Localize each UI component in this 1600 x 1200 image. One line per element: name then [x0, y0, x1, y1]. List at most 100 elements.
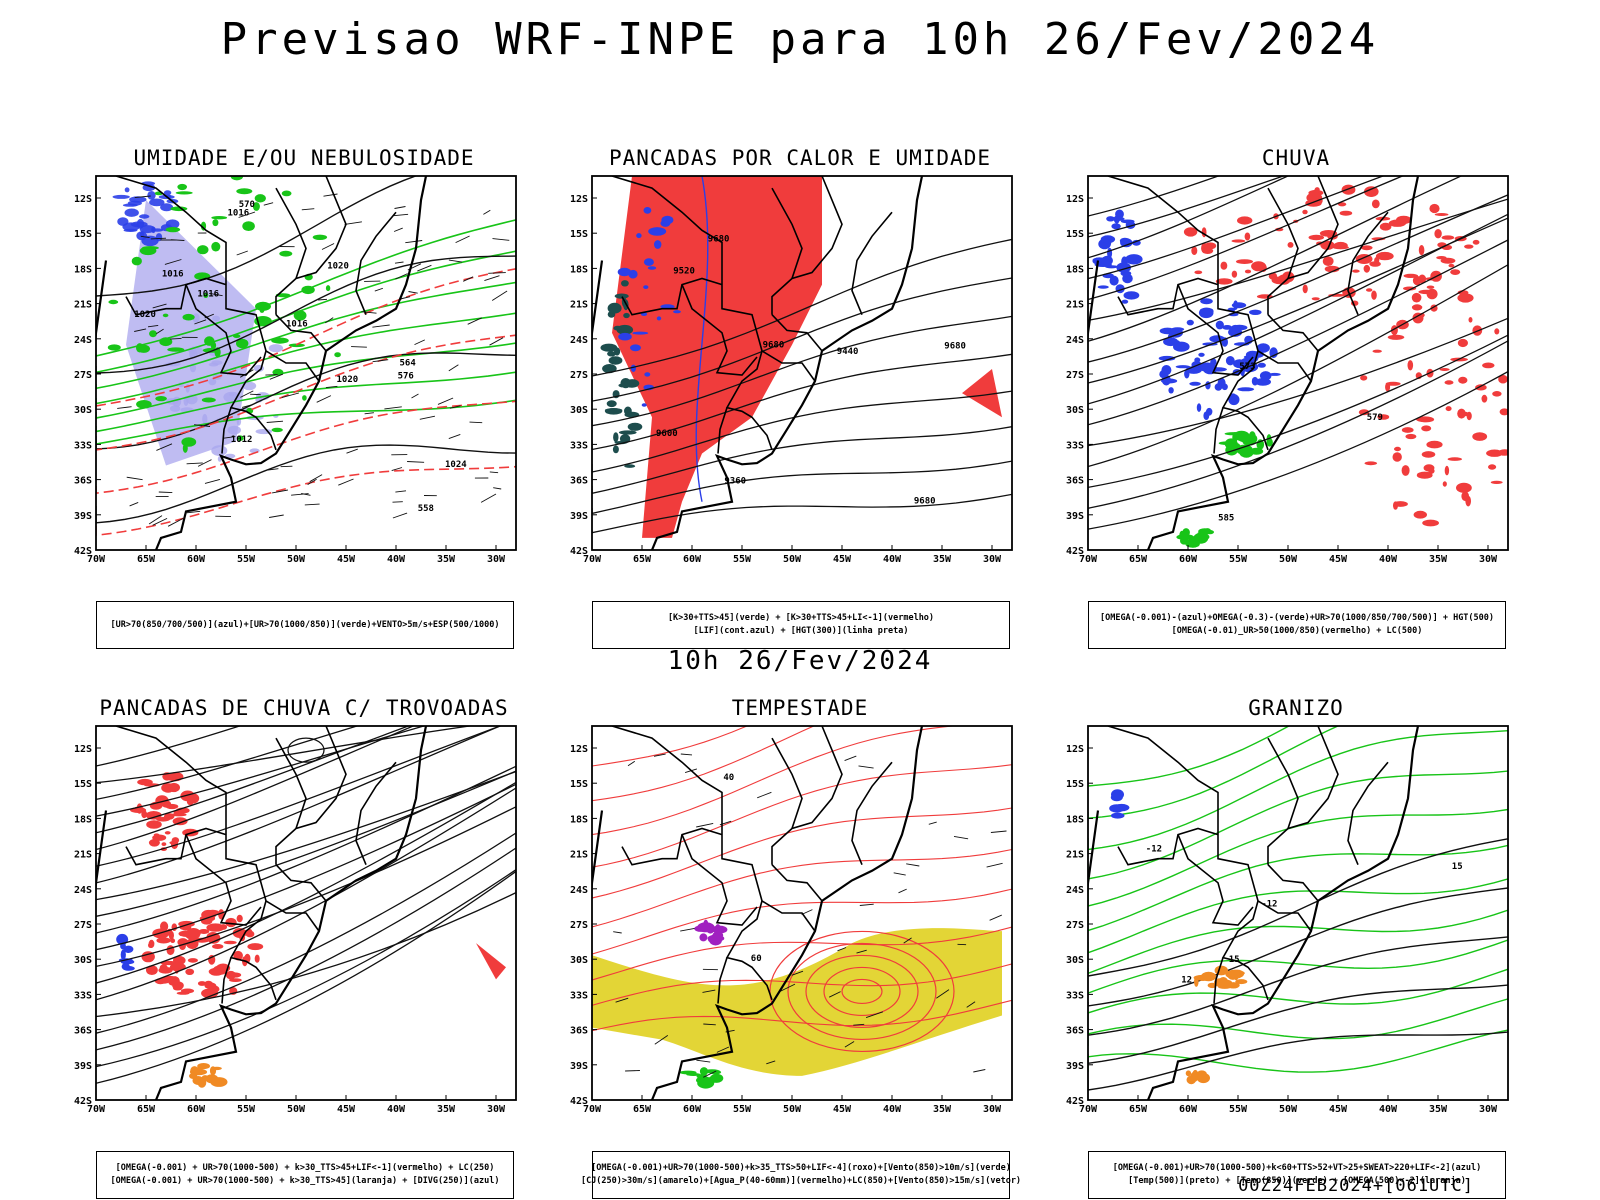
omega-area	[1251, 376, 1259, 386]
border-line	[1221, 900, 1269, 1001]
contour-label: 570	[239, 200, 255, 210]
lon-label: 65W	[633, 554, 652, 565]
omega-area	[1119, 237, 1130, 244]
humidity-blob	[212, 315, 221, 322]
green-cell	[159, 337, 173, 347]
main-title: Previsao WRF-INPE para 10h 26/Fev/2024	[220, 14, 1380, 65]
lon-label: 35W	[1429, 554, 1448, 565]
wind-vector	[204, 478, 221, 484]
lat-label: 30S	[570, 955, 588, 966]
humidity-blob	[189, 348, 195, 360]
humidity-blob	[163, 190, 172, 196]
lat-label: 33S	[570, 990, 588, 1001]
contour-label: 564	[400, 358, 417, 368]
border-line	[771, 864, 823, 902]
thunderstorm-area	[158, 967, 173, 974]
lat-label: 27S	[570, 920, 588, 931]
pressure-contour	[96, 176, 418, 297]
wind-vector	[134, 328, 147, 332]
omega-area	[1132, 239, 1141, 246]
thunderstorm-area	[173, 810, 185, 815]
border-line	[1107, 176, 1259, 352]
wind-vector	[126, 476, 143, 481]
lif-contour	[648, 227, 667, 236]
legend-box: [OMEGA(-0.001)+UR>70(1000-500)+k<60+TTS>…	[1088, 1151, 1506, 1199]
wind-vector	[483, 209, 491, 215]
contour-label: 576	[398, 372, 414, 382]
lat-label: 21S	[570, 850, 588, 861]
streamline-250	[96, 726, 502, 884]
humidity-blob	[227, 425, 241, 435]
border-line	[1257, 900, 1312, 932]
lon-label: 70W	[1079, 1104, 1098, 1115]
panel-granizo: GRANIZO -12 -12 12 15 15 12S 15S 18S 21S 24S 27S 30…	[1042, 696, 1550, 1199]
lon-label: 35W	[437, 1104, 456, 1115]
lat-label: 33S	[570, 440, 588, 451]
map-tempestade: 60 40 12S 15S 18S 21S 24S 27S 30S 33S 36S 39S 42S 70W…	[546, 722, 1054, 1148]
border-line	[125, 277, 227, 316]
lon-label: 45W	[833, 554, 852, 565]
rain-area	[1322, 256, 1334, 266]
lat-label: 15S	[1066, 779, 1084, 790]
lat-label: 42S	[570, 1096, 588, 1107]
legend-line-1: [OMEGA(-0.001)-(azul)+OMEGA(-0.3)-(verde…	[1099, 613, 1495, 623]
rain-area	[1498, 374, 1508, 384]
streamline-250	[96, 726, 411, 834]
map-svg: 585 579 573 12S 15S 18S 21S 24S 27S 30S 33S 36S 39S 4…	[1066, 175, 1509, 565]
humidity-blob	[124, 208, 139, 217]
thunderstorm-area	[245, 930, 255, 938]
lat-label: 18S	[1066, 264, 1084, 275]
wind-vector	[844, 755, 857, 762]
green-cell	[210, 341, 217, 350]
lat-label: 39S	[1066, 1061, 1084, 1072]
border-line	[681, 834, 758, 926]
streamline-250	[287, 737, 325, 763]
wind-vector	[265, 374, 278, 376]
border-line	[851, 761, 893, 866]
legend-line-2: [Temp(500)](preto) + [Temp(850)](verde) …	[1128, 1176, 1466, 1186]
humidity-blob	[127, 200, 142, 206]
lat-label: 36S	[1066, 1026, 1084, 1037]
precipitable-water-contour	[592, 726, 816, 802]
wind-vector	[240, 390, 254, 398]
lif-contour	[643, 207, 652, 214]
lon-label: 60W	[683, 554, 702, 565]
rain-area	[1418, 416, 1435, 423]
green-cell	[131, 256, 142, 266]
rain-area	[1371, 237, 1386, 241]
omega-area	[1168, 387, 1174, 394]
omega500-area	[1193, 974, 1211, 981]
border-line	[1267, 864, 1319, 902]
green-cell	[175, 191, 193, 195]
panel-pancadas-calor: PANCADAS POR CALOR E UMIDADE 9680 9680 968…	[546, 146, 1054, 649]
lon-label: 35W	[437, 554, 456, 565]
rain-area	[1447, 457, 1462, 461]
thunderstorm-area	[186, 928, 201, 938]
rain-area	[1464, 244, 1474, 249]
rain-area	[1220, 261, 1228, 270]
border-line	[1213, 957, 1224, 1004]
border-line	[611, 176, 763, 352]
panel-title: PANCADAS DE CHUVA C/ TROVOADAS	[99, 696, 509, 720]
humidity-blob	[208, 378, 217, 386]
wind-vector	[493, 487, 502, 490]
thunderstorm-area	[168, 979, 179, 986]
contour-label: 1020	[337, 375, 359, 385]
legend-line-2: [OMEGA(-0.01)_UR>50(1000/850)(vermelho) …	[1171, 626, 1423, 636]
rain-area	[1457, 293, 1474, 303]
wind-vector	[238, 211, 256, 218]
k-tts-area	[623, 312, 630, 319]
border-line	[1117, 277, 1219, 316]
wind-vector	[325, 385, 338, 389]
hgt500-contour	[1088, 239, 1508, 426]
rain-area	[1394, 446, 1401, 452]
rain-area	[1339, 210, 1353, 216]
border-line	[265, 350, 320, 382]
map-layer: 585 579 573	[1088, 176, 1508, 550]
green-cell	[252, 202, 260, 211]
coastline	[592, 810, 604, 899]
thunderstorm-area	[254, 954, 260, 963]
lat-label: 12S	[1066, 194, 1084, 205]
wind-vector	[266, 420, 284, 423]
rain-area	[1412, 312, 1424, 324]
